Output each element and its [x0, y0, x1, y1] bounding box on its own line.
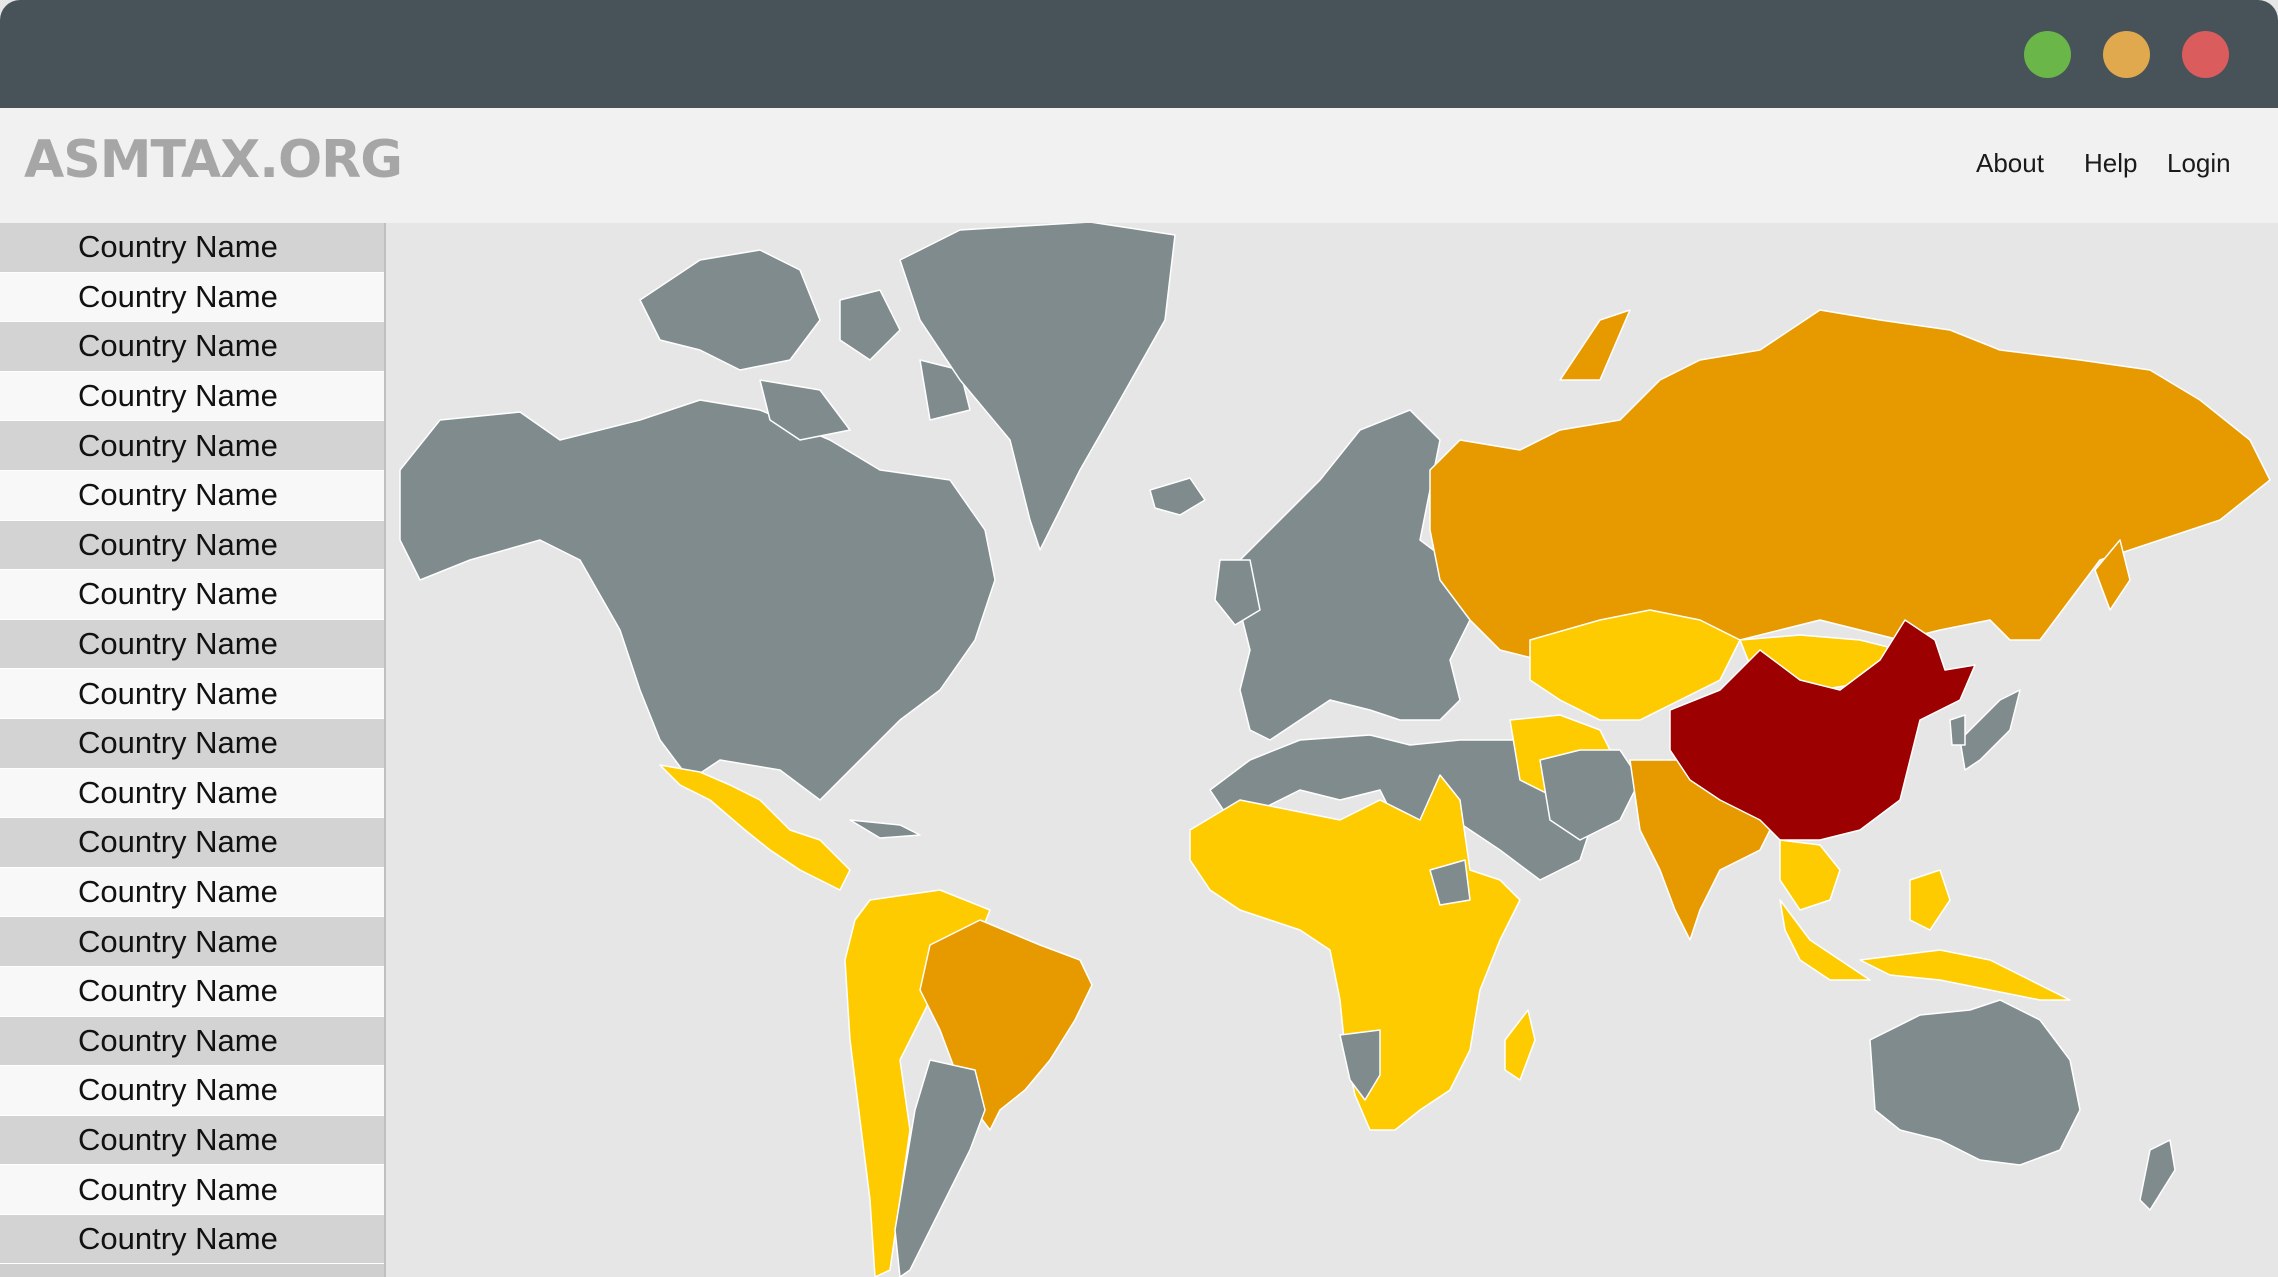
region-arabia[interactable]: [1539, 749, 1641, 841]
country-list-item[interactable]: Country Name: [0, 669, 384, 719]
nav-login-link[interactable]: Login: [2167, 148, 2231, 178]
region-namibia-ethiopia[interactable]: [1339, 859, 1471, 1101]
close-button[interactable]: [2182, 31, 2229, 78]
country-list-item[interactable]: Country Name: [0, 421, 384, 471]
country-list: Country Name Country Name Country Name C…: [0, 223, 386, 1277]
country-list-item[interactable]: Country Name: [0, 619, 384, 670]
country-list-item[interactable]: Country Name: [0, 223, 384, 273]
country-list-item[interactable]: Country Name: [0, 818, 384, 868]
region-iceland[interactable]: [1149, 477, 1206, 516]
nav-help-link[interactable]: Help: [2084, 148, 2138, 178]
country-list-item[interactable]: Country Name: [0, 371, 384, 422]
nav-about-link[interactable]: About: [1976, 148, 2044, 178]
region-middle-east-north-africa[interactable]: [1209, 734, 1601, 881]
country-list-item[interactable]: Country Name: [0, 570, 384, 620]
world-map: [386, 223, 2278, 1277]
country-list-item[interactable]: Country Name: [0, 470, 384, 521]
window-titlebar: [0, 0, 2278, 108]
country-list-item[interactable]: Country Name: [0, 1214, 384, 1265]
site-logo[interactable]: ASMTAX.ORG: [24, 130, 403, 190]
region-russia[interactable]: [1429, 309, 2271, 661]
country-list-item[interactable]: Country Name: [0, 718, 384, 769]
country-list-item[interactable]: Country Name: [0, 966, 384, 1017]
region-australia[interactable]: [1869, 999, 2176, 1211]
country-list-item[interactable]: Country Name: [0, 272, 384, 323]
region-greenland[interactable]: [899, 223, 1176, 551]
region-southern-cone[interactable]: [894, 1059, 986, 1277]
country-list-item[interactable]: Country Name: [0, 520, 384, 571]
country-list-item[interactable]: Country Name: [0, 1066, 384, 1116]
region-japan-korea[interactable]: [1949, 689, 2021, 771]
region-north-america[interactable]: [399, 249, 996, 801]
region-africa[interactable]: [1189, 774, 1536, 1131]
region-central-america[interactable]: [659, 764, 851, 891]
country-list-item[interactable]: Country Name: [0, 768, 384, 819]
country-list-item[interactable]: Country Name: [0, 322, 384, 372]
country-list-item[interactable]: Country Name: [0, 1165, 384, 1215]
top-navbar: ASMTAX.ORG About Help Login: [0, 108, 2278, 223]
country-list-item[interactable]: Country Name: [0, 1016, 384, 1067]
region-europe[interactable]: [1214, 409, 1471, 741]
country-list-item[interactable]: Country Name: [0, 867, 384, 918]
country-list-item[interactable]: Country Name: [0, 917, 384, 967]
region-southeast-asia[interactable]: [1779, 839, 2071, 1001]
region-china[interactable]: [1669, 619, 1976, 841]
minimize-button[interactable]: [2103, 31, 2150, 78]
maximize-button[interactable]: [2024, 31, 2071, 78]
world-map-svg: [399, 223, 2271, 1277]
country-list-item[interactable]: Country Name: [0, 1115, 384, 1166]
region-caribbean[interactable]: [849, 819, 921, 839]
